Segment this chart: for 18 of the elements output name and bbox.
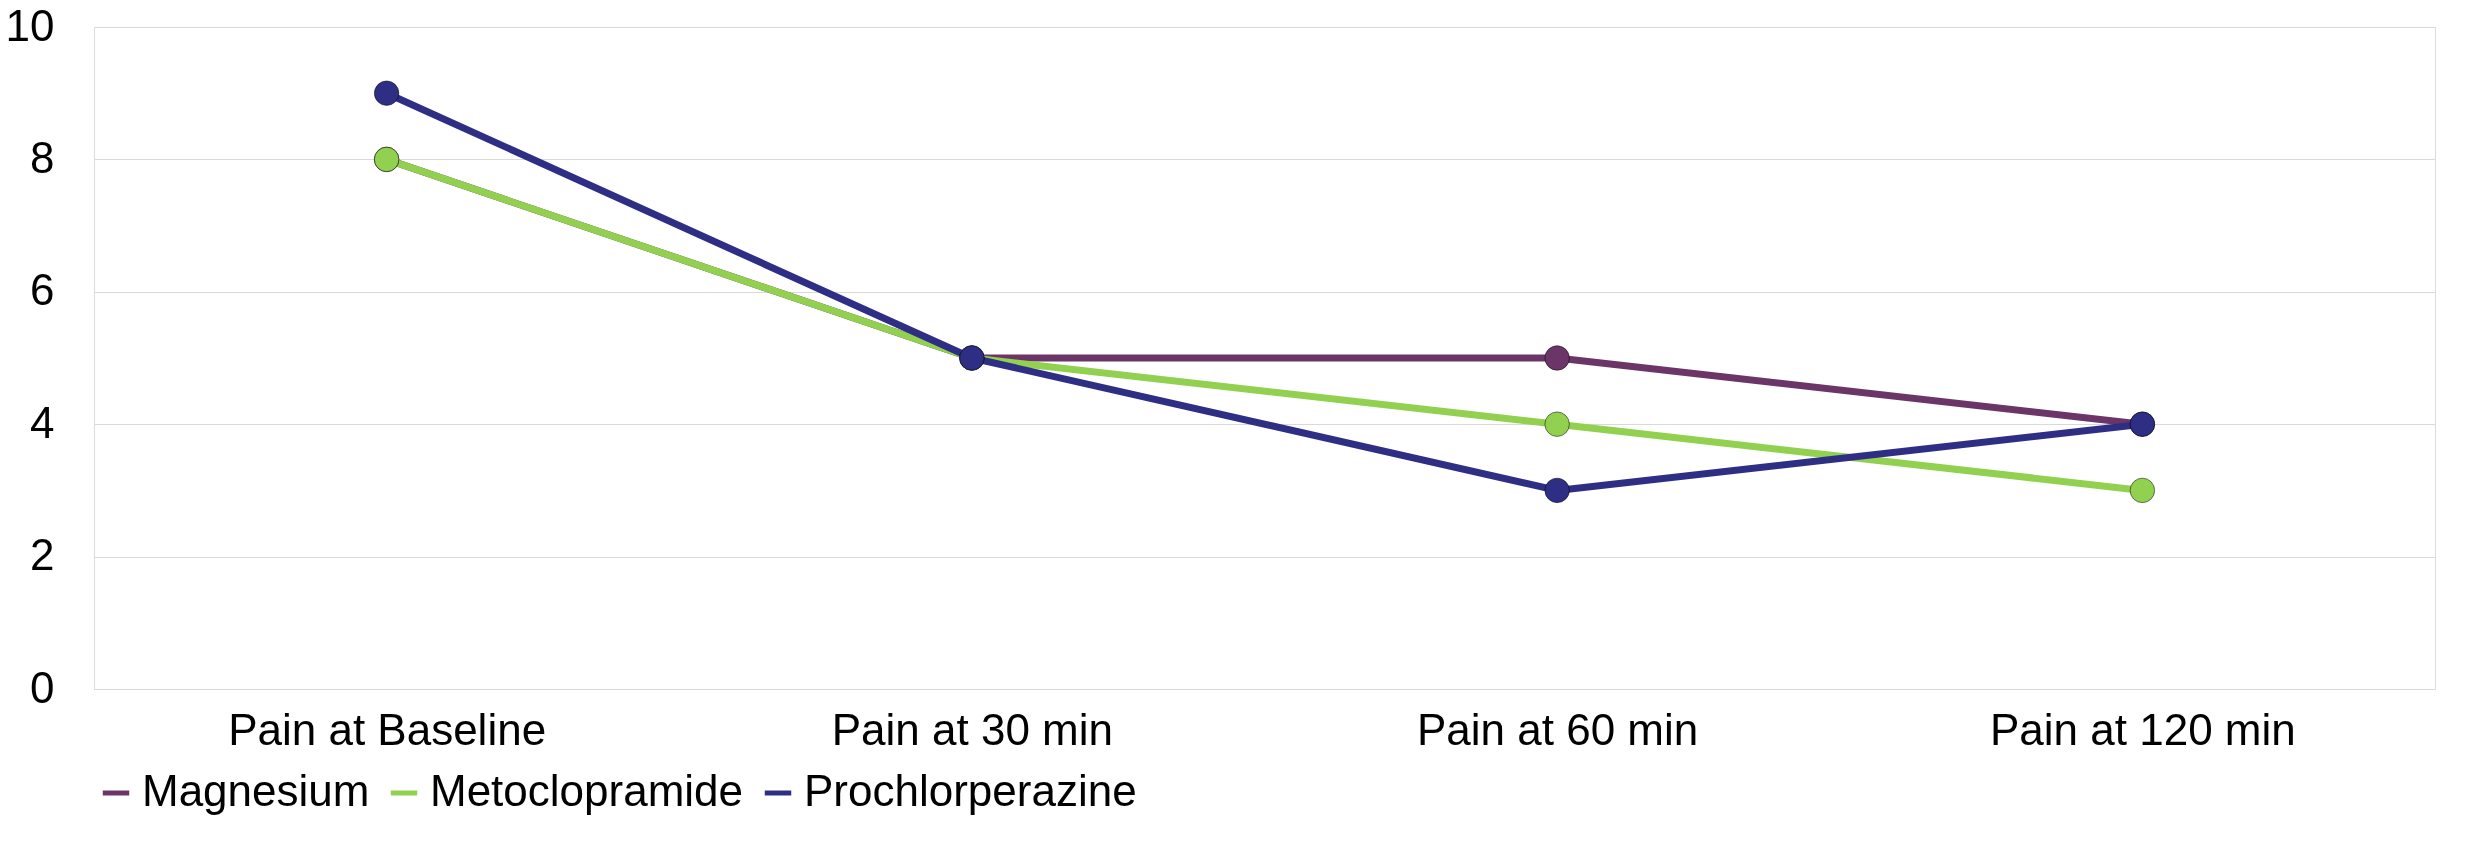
point	[1544, 345, 1570, 371]
x-tick-label: Pain at 60 min	[1416, 704, 1699, 754]
point	[1544, 411, 1570, 437]
legend-label: Prochlorperazine	[804, 766, 1137, 815]
x-tick-label: Pain at 30 min	[831, 704, 1114, 754]
point	[374, 80, 400, 106]
y-tick-label: 10	[5, 0, 55, 50]
legend-label: Magnesium	[142, 766, 370, 815]
y-tick-label: 2	[30, 530, 55, 580]
point	[2129, 477, 2155, 503]
legend-label: Metoclopramide	[430, 766, 744, 815]
y-tick-label: 0	[30, 662, 55, 712]
x-tick-label: Pain at Baseline	[228, 704, 547, 754]
x-tick-label: Pain at 120 min	[1990, 704, 2296, 754]
point	[1544, 477, 1570, 503]
y-tick-label: 8	[30, 132, 55, 182]
y-tick-label: 6	[30, 265, 55, 315]
y-tick-label: 4	[30, 397, 55, 447]
